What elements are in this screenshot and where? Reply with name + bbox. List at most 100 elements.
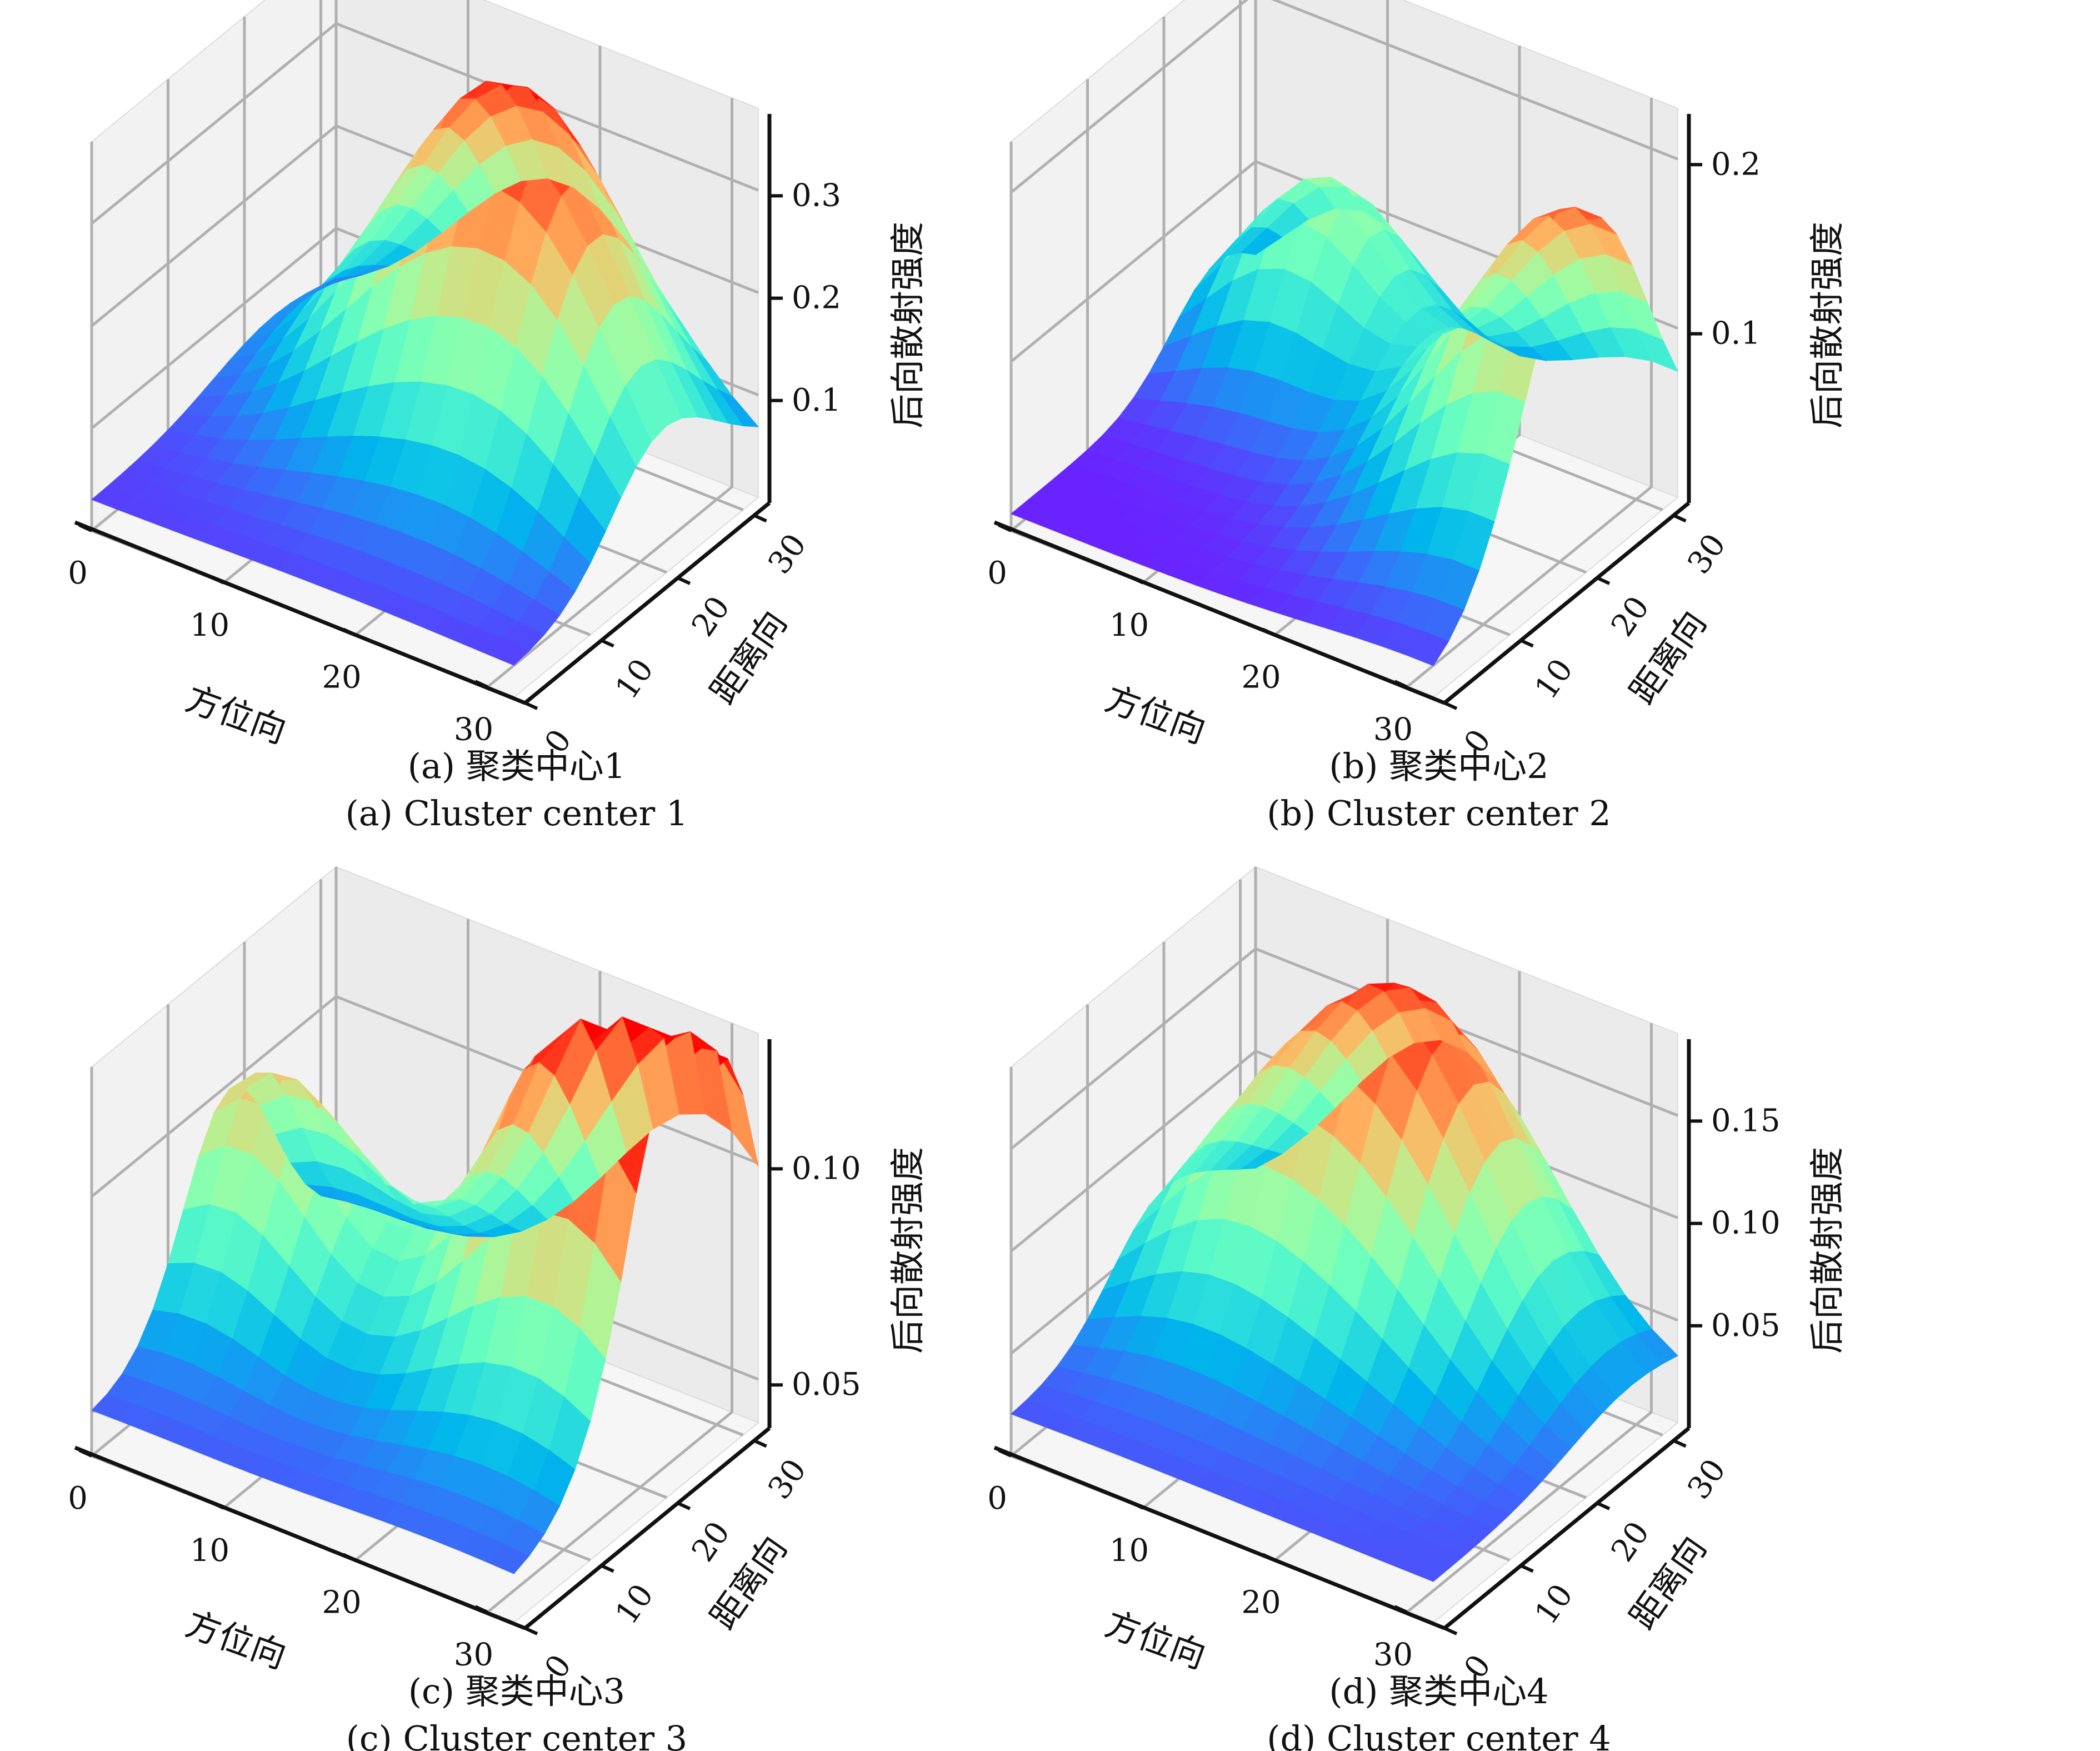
y-tick-label: 10	[1528, 1578, 1580, 1631]
x-tick-mark	[1394, 1605, 1408, 1614]
x-tick-label: 30	[1373, 711, 1413, 747]
x-tick-label: 20	[322, 660, 361, 696]
y-tick-mark	[601, 1564, 614, 1573]
y-tick-mark	[1520, 1564, 1534, 1573]
x-tick-mark	[998, 523, 1012, 532]
z-tick-label: 0.1	[1711, 316, 1761, 352]
y-tick-mark	[1443, 1627, 1458, 1635]
x-tick-mark	[211, 576, 224, 585]
x-tick-mark	[342, 627, 357, 637]
y-tick-mark	[753, 1439, 767, 1448]
caption-en-a: (a) Cluster center 1	[346, 793, 688, 834]
surface-facet	[1011, 1399, 1053, 1425]
grid-line-x	[486, 98, 733, 689]
x-axis-line	[74, 1445, 526, 1630]
surface	[91, 81, 759, 666]
x-axis-line	[74, 520, 526, 705]
x-tick-mark	[211, 1501, 224, 1510]
caption-en-b: (b) Cluster center 2	[1267, 793, 1611, 834]
y-tick-mark	[1443, 701, 1458, 710]
y-tick-mark	[524, 701, 538, 710]
caption-cn-a: (a) 聚类中心1	[408, 746, 626, 786]
y-tick-label: 20	[685, 590, 737, 643]
y-tick-mark	[1673, 1439, 1687, 1448]
grid-line-z	[91, 22, 759, 225]
x-tick-label: 30	[454, 1637, 493, 1673]
y-tick-mark	[1596, 1501, 1611, 1510]
surface	[1011, 982, 1678, 1582]
surface	[91, 1016, 759, 1574]
z-tick-label: 0.15	[1711, 1103, 1781, 1139]
x-axis-title: 方位向	[181, 678, 292, 751]
y-axis-line	[1443, 1426, 1691, 1630]
x-tick-mark	[1394, 680, 1408, 689]
z-tick-label: 0.2	[1711, 146, 1761, 182]
z-axis-title: 后向散射强度	[1807, 222, 1847, 428]
x-axis-line	[993, 520, 1446, 705]
y-tick-label: 30	[761, 1453, 813, 1506]
x-tick-label: 30	[454, 711, 493, 747]
x-tick-label: 20	[1241, 1585, 1281, 1621]
x-tick-label: 10	[190, 1533, 229, 1569]
z-tick-label: 0.2	[792, 280, 841, 316]
y-axis-line	[1443, 501, 1691, 705]
surface-facet	[1011, 501, 1053, 525]
y-tick-label: 20	[1604, 590, 1657, 643]
caption-cn-b: (b) 聚类中心2	[1329, 746, 1548, 786]
grid-line-x	[1406, 98, 1653, 689]
x-tick-mark	[78, 1449, 93, 1458]
y-tick-mark	[753, 513, 767, 523]
y-tick-mark	[677, 576, 691, 585]
surface-facet	[91, 1394, 134, 1421]
x-tick-mark	[1262, 627, 1276, 637]
y-axis-line	[523, 1426, 771, 1630]
x-tick-mark	[474, 1605, 488, 1614]
x-axis-line	[993, 1445, 1446, 1630]
x-tick-label: 0	[68, 1480, 88, 1516]
x-tick-mark	[78, 523, 93, 532]
x-axis-title: 方位向	[181, 1603, 292, 1677]
x-tick-label: 10	[1109, 1533, 1149, 1569]
y-tick-mark	[524, 1627, 538, 1635]
x-tick-mark	[1130, 576, 1144, 585]
x-tick-label: 10	[1109, 607, 1149, 643]
y-tick-label: 10	[608, 1578, 661, 1631]
y-tick-label: 20	[685, 1515, 737, 1569]
x-tick-mark	[998, 1449, 1012, 1458]
caption-en-d: (d) Cluster center 4	[1267, 1718, 1611, 1751]
y-tick-mark	[601, 638, 614, 648]
grid-line-z	[1010, 947, 1678, 1150]
z-tick-label: 0.10	[792, 1150, 861, 1186]
x-tick-mark	[474, 680, 488, 689]
surface-facet	[91, 486, 134, 510]
y-tick-label: 10	[608, 652, 661, 706]
x-tick-label: 10	[190, 607, 229, 643]
x-tick-label: 0	[987, 1480, 1007, 1516]
grid-line-x	[1406, 1023, 1653, 1614]
z-tick-label: 0.1	[792, 382, 841, 418]
y-tick-mark	[1673, 513, 1687, 523]
x-tick-label: 20	[1241, 660, 1281, 696]
x-axis-title: 方位向	[1100, 678, 1211, 751]
y-tick-label: 30	[761, 527, 813, 581]
z-tick-label: 0.3	[792, 177, 841, 213]
grid-line-z	[1010, 0, 1678, 194]
x-tick-label: 30	[1373, 1637, 1413, 1673]
x-tick-mark	[1262, 1553, 1276, 1562]
caption-cn-d: (d) 聚类中心4	[1329, 1671, 1548, 1712]
surface	[1011, 176, 1678, 666]
y-tick-label: 10	[1528, 652, 1580, 706]
y-axis-line	[523, 501, 771, 705]
y-tick-mark	[1596, 576, 1611, 585]
z-axis-title: 后向散射强度	[1807, 1147, 1847, 1354]
caption-cn-c: (c) 聚类中心3	[408, 1671, 625, 1712]
x-tick-label: 20	[322, 1585, 361, 1621]
y-tick-label: 30	[1681, 1453, 1733, 1506]
z-axis-title: 后向散射强度	[887, 1147, 928, 1354]
caption-en-c: (c) Cluster center 3	[346, 1718, 688, 1751]
